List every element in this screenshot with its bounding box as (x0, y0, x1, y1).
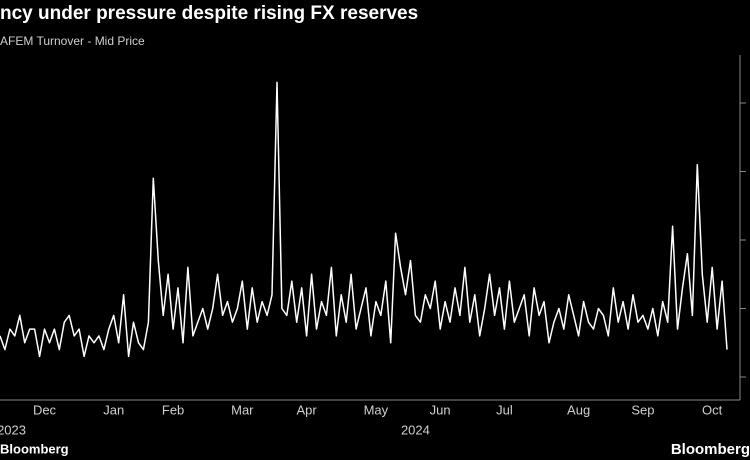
logo: Bloomberg (671, 441, 750, 458)
x-tick-label: Dec (33, 402, 57, 417)
x-tick-label: Mar (231, 402, 254, 417)
x-tick-label: Sep (631, 402, 654, 417)
year-label: 2023 (0, 422, 26, 437)
x-tick-label: Jun (430, 402, 451, 417)
x-tick-label: Jan (103, 402, 124, 417)
x-tick-label: Apr (297, 402, 318, 417)
chart-subtitle: AFEM Turnover - Mid Price (0, 34, 145, 48)
x-tick-label: Aug (567, 402, 590, 417)
line-series (0, 81, 728, 358)
year-label: 2024 (401, 422, 430, 437)
x-tick-label: Feb (162, 402, 184, 417)
source: Bloomberg (0, 441, 69, 456)
x-tick-label: May (364, 402, 389, 417)
chart-title: ncy under pressure despite rising FX res… (0, 3, 418, 24)
x-tick-label: Jul (496, 402, 513, 417)
x-tick-label: Oct (702, 402, 723, 417)
